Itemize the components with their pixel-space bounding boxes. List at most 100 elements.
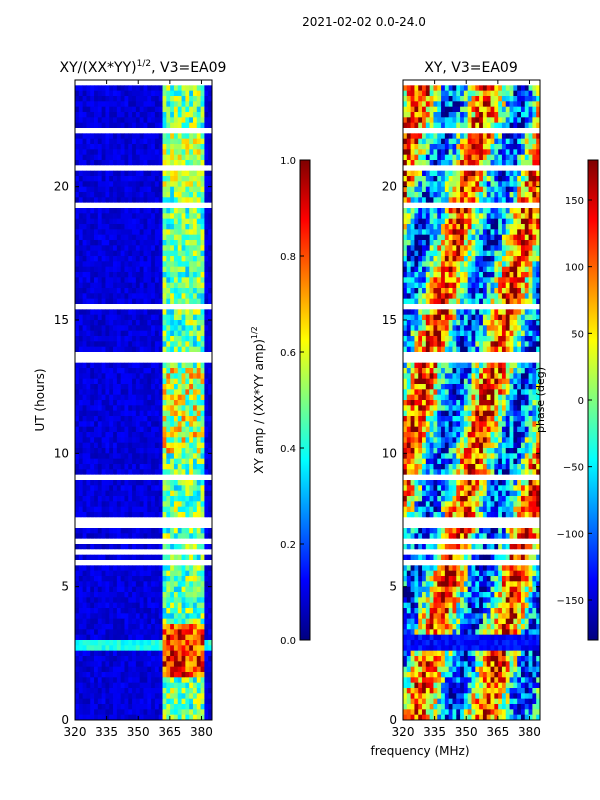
heatmap-cell <box>196 320 201 326</box>
heatmap-cell <box>113 229 118 236</box>
heatmap-cell <box>113 490 118 497</box>
heatmap-cell <box>479 117 484 124</box>
heatmap-cell <box>524 90 529 97</box>
heatmap-cell <box>441 122 446 129</box>
heatmap-cell <box>151 544 156 550</box>
heatmap-cell <box>196 138 201 145</box>
heatmap-cell <box>94 576 99 582</box>
heatmap-cell <box>82 357 87 364</box>
heatmap-cell <box>132 154 137 161</box>
heatmap-cell <box>208 224 212 230</box>
heatmap-cell <box>116 480 122 486</box>
heatmap-cell <box>441 112 446 118</box>
heatmap-cell <box>162 586 167 593</box>
heatmap-cell <box>101 277 106 284</box>
heatmap-cell <box>132 650 137 657</box>
heatmap-cell <box>97 122 103 129</box>
heatmap-cell <box>113 442 118 449</box>
heatmap-cell <box>154 266 160 273</box>
heatmap-cell <box>158 485 163 492</box>
heatmap-cell <box>185 618 190 625</box>
heatmap-cell <box>204 416 209 422</box>
heatmap-cell <box>192 656 198 662</box>
heatmap-cell <box>154 432 160 438</box>
heatmap-cell <box>189 496 194 502</box>
heatmap-cell <box>124 416 129 422</box>
heatmap-cell <box>120 613 125 620</box>
heatmap-cell <box>75 293 80 300</box>
heatmap-cell <box>143 496 148 502</box>
heatmap-cell <box>78 394 84 401</box>
heatmap-cell <box>410 112 415 118</box>
heatmap-cell <box>78 522 84 529</box>
heatmap-cell <box>109 597 114 604</box>
heatmap-cell <box>97 581 103 588</box>
heatmap-cell <box>75 528 80 534</box>
heatmap-cell <box>200 245 205 252</box>
heatmap-cell <box>132 522 137 529</box>
heatmap-cell <box>173 96 179 102</box>
heatmap-cell <box>173 416 179 422</box>
heatmap-cell <box>86 576 91 582</box>
heatmap-cell <box>177 165 182 172</box>
heatmap-cell <box>101 517 106 524</box>
heatmap-cell <box>143 506 148 513</box>
heatmap-cell <box>479 96 484 102</box>
heatmap-cell <box>124 554 129 561</box>
heatmap-cell <box>109 224 114 230</box>
heatmap-cell <box>200 666 205 673</box>
heatmap-cell <box>105 314 110 321</box>
heatmap-cell <box>94 202 99 209</box>
heatmap-cell <box>78 304 84 310</box>
heatmap-cell <box>452 154 457 161</box>
heatmap-cell <box>124 101 129 108</box>
heatmap-cell <box>162 277 167 284</box>
heatmap-cell <box>456 101 461 108</box>
heatmap-cell <box>116 501 122 508</box>
heatmap-cell <box>101 384 106 390</box>
heatmap-cell <box>128 693 133 700</box>
heatmap-cell <box>90 224 95 230</box>
heatmap-cell <box>517 85 522 92</box>
heatmap-cell <box>151 640 156 646</box>
heatmap-cell <box>78 464 84 470</box>
heatmap-cell <box>166 613 171 620</box>
heatmap-cell <box>170 613 175 620</box>
heatmap-cell <box>151 533 156 540</box>
heatmap-cell <box>90 186 95 193</box>
heatmap-cell <box>204 597 209 604</box>
heatmap-cell <box>94 154 99 161</box>
heatmap-cell <box>173 240 179 246</box>
heatmap-cell <box>124 496 129 502</box>
heatmap-cell <box>410 165 415 172</box>
heatmap-cell <box>143 528 148 534</box>
heatmap-cell <box>78 128 84 134</box>
heatmap-cell <box>204 90 209 97</box>
heatmap-cell <box>185 677 190 684</box>
heatmap-cell <box>139 533 144 540</box>
heatmap-cell <box>414 80 419 86</box>
heatmap-cell <box>105 634 110 641</box>
heatmap-cell <box>120 400 125 406</box>
heatmap-cell <box>90 661 95 668</box>
heatmap-cell <box>204 138 209 145</box>
heatmap-cell <box>151 144 156 150</box>
heatmap-cell <box>196 506 201 513</box>
heatmap-cell <box>109 528 114 534</box>
heatmap-cell <box>154 453 160 460</box>
heatmap-cell <box>120 234 125 241</box>
heatmap-cell <box>90 528 95 534</box>
heatmap-cell <box>154 320 160 326</box>
heatmap-cell <box>185 554 190 561</box>
heatmap-cell <box>189 368 194 374</box>
heatmap-cell <box>189 576 194 582</box>
heatmap-cell <box>143 661 148 668</box>
heatmap-cell <box>101 128 106 134</box>
heatmap-cell <box>524 154 529 161</box>
heatmap-cell <box>75 378 80 385</box>
heatmap-cell <box>75 389 80 396</box>
heatmap-cell <box>101 176 106 182</box>
heatmap-cell <box>120 282 125 289</box>
heatmap-cell <box>120 528 125 534</box>
heatmap-cell <box>429 160 434 166</box>
